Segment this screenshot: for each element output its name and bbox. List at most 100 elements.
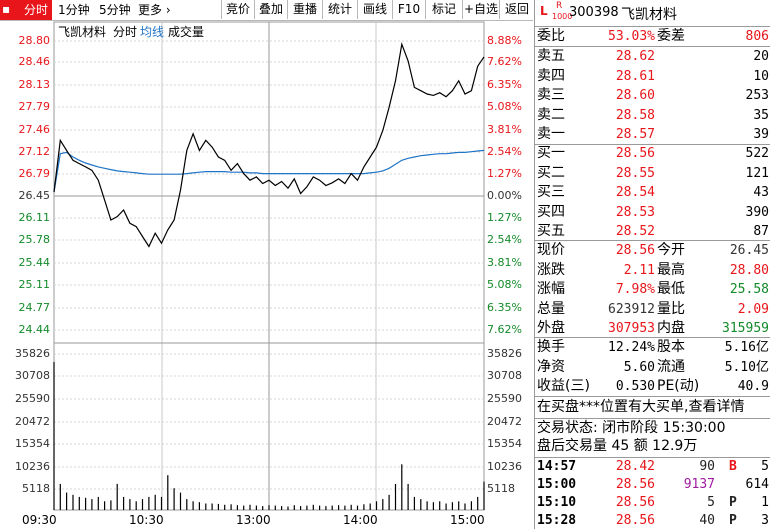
quote-label: 外盘	[537, 320, 565, 336]
volume-bar	[91, 499, 93, 510]
quote-row: 现价 28.56 今开 26.45	[537, 240, 769, 261]
volume-bar	[344, 505, 346, 510]
volume-bar	[148, 496, 150, 510]
avg-line-legend: 均线	[140, 25, 165, 39]
tab-5min[interactable]: 5分钟	[99, 3, 131, 17]
volume-bar	[167, 475, 169, 510]
mark-button[interactable]: 标记	[425, 0, 462, 19]
quote-panel: L R 1000 300398 飞凯材料 委比 53.03% 委差 806 卖五…	[534, 0, 770, 529]
volume-bar	[394, 483, 397, 510]
volume-bar	[375, 501, 378, 510]
pct-tick: 7.62%	[487, 323, 522, 336]
replay-button-label: 重播	[292, 2, 317, 16]
volume-tick: 35826	[15, 347, 50, 360]
chart-canvas[interactable]	[0, 20, 533, 529]
ask-volume: 10	[753, 68, 769, 84]
tab-more[interactable]: 更多 ›	[138, 2, 171, 18]
back-button[interactable]: 返回	[499, 0, 534, 19]
intraday-chart[interactable]: 飞凯材料 分时 均线 成交量 28.80 28.46 28.13 27.79 2…	[0, 20, 533, 529]
volume-bar	[230, 504, 232, 510]
tick-count: 614	[745, 477, 769, 492]
badge-r: R	[556, 1, 563, 11]
pct-tick: 5.08%	[487, 100, 522, 113]
quote-label: 总量	[537, 300, 565, 317]
volume-bar	[160, 496, 163, 510]
pct-tick: 6.35%	[487, 301, 522, 314]
volume-bar	[72, 494, 74, 510]
volume-bar	[249, 504, 251, 510]
quote-value: 28.80	[729, 262, 769, 278]
volume-bar	[319, 505, 321, 510]
add-watchlist-button[interactable]: +自选	[462, 0, 499, 19]
f10-button[interactable]: F10	[392, 0, 425, 19]
price-tick: 28.13	[18, 78, 51, 91]
volume-bar	[211, 503, 213, 510]
ask-label: 卖一	[537, 126, 565, 142]
tick-row: 15:28 28.56 40 P 3	[537, 510, 769, 531]
bid-label: 买三	[537, 184, 565, 200]
volume-bar	[350, 504, 352, 510]
ask-volume: 39	[753, 127, 769, 142]
tick-price: 28.56	[615, 513, 655, 528]
pct-tick: 0.00%	[487, 189, 522, 202]
tab-intraday-label[interactable]: 分时	[24, 3, 49, 17]
volume-bar	[116, 483, 118, 510]
badge-sub: 1000	[552, 12, 573, 21]
auction-button[interactable]: 竞价	[221, 0, 254, 19]
chart-toolbar: ▪ 分时 1分钟 5分钟 更多 › 竞价 叠加 重播 统计 画线 F10 标记 …	[0, 0, 533, 21]
quote-label: 内盘	[657, 320, 685, 336]
volume-tick-right: 5118	[487, 482, 515, 495]
bid-volume: 390	[745, 204, 769, 220]
tab-intraday[interactable]	[0, 0, 52, 20]
overlay-button-label: 叠加	[258, 2, 283, 16]
bid-price: 28.56	[615, 146, 655, 161]
badge-l: L	[540, 4, 548, 18]
after-hours-volume: 盘后交易量 45 额 12.9万	[537, 438, 698, 454]
volume-bar	[173, 488, 175, 510]
time-tick: 10:30	[129, 513, 164, 527]
stock-code: 300398	[569, 5, 619, 20]
volume-bar	[236, 505, 238, 510]
tick-time: 15:00	[537, 477, 577, 492]
auction-button-label: 竞价	[225, 2, 250, 16]
price-tick: 24.77	[18, 301, 51, 314]
price-tick: 27.79	[18, 100, 51, 113]
quote-label: 涨幅	[537, 281, 565, 297]
draw-line-button-label: 画线	[362, 2, 387, 16]
volume-bar	[268, 505, 270, 510]
tab-1min[interactable]: 1分钟	[58, 3, 90, 17]
ask-row: 卖三 28.60 253	[537, 85, 769, 106]
volume-bar	[78, 496, 80, 510]
volume-bar	[451, 502, 453, 510]
volume-bar	[129, 499, 131, 510]
tick-price: 28.56	[615, 477, 655, 492]
ask-volume: 35	[753, 107, 769, 123]
overlay-button[interactable]: 叠加	[254, 0, 287, 19]
back-button-label: 返回	[504, 2, 529, 16]
volume-bar	[331, 505, 333, 510]
draw-line-button[interactable]: 画线	[357, 0, 392, 19]
tick-count: 1	[761, 495, 769, 510]
stats-button[interactable]: 统计	[322, 0, 357, 19]
volume-tick: 25590	[15, 392, 50, 405]
time-tick: 15:00	[450, 513, 485, 527]
tick-price: 28.56	[615, 495, 655, 510]
fold-icon[interactable]: ▪	[2, 2, 11, 16]
bid-volume: 87	[753, 224, 769, 239]
ask-price: 28.61	[615, 68, 655, 84]
bid-price: 28.53	[615, 204, 655, 220]
tick-time: 14:57	[537, 459, 577, 474]
volume-bar	[401, 464, 403, 510]
price-tick: 26.11	[18, 211, 51, 224]
pct-tick: 3.81%	[487, 256, 522, 269]
fundamental-label: 净资	[537, 358, 565, 375]
quote-label: 最高	[657, 261, 685, 278]
volume-bar	[179, 492, 182, 510]
bid-row: 买五 28.52 87	[537, 221, 769, 242]
volume-bar	[192, 501, 194, 510]
fundamental-value: 5.16亿	[724, 340, 769, 355]
big-order-notice[interactable]: 在买盘***位置有大买单,查看详情	[537, 399, 745, 415]
bid-volume: 43	[753, 185, 769, 200]
replay-button[interactable]: 重播	[287, 0, 322, 19]
quote-row: 外盘 307953 内盘 315959	[537, 318, 769, 339]
